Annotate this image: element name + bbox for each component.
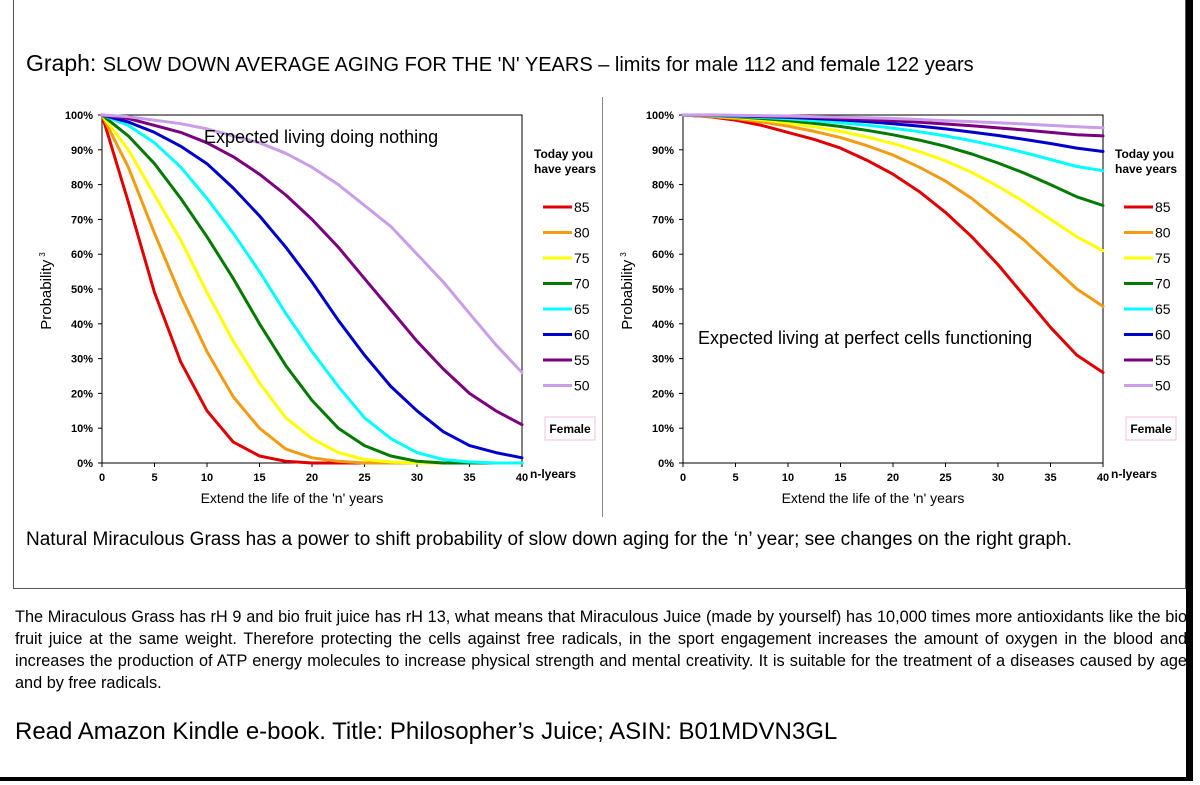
x-tick-label: 25: [358, 472, 370, 484]
legend-label-80: 80: [1155, 225, 1171, 241]
y-axis-title-sup: 3: [619, 252, 628, 257]
x-tick-label: 15: [253, 472, 265, 484]
y-tick-label: 70%: [71, 214, 93, 226]
female-badge: Female: [1130, 422, 1172, 436]
x-tick-label: 20: [887, 472, 899, 484]
x-axis-title: Extend the life of the 'n' years: [201, 490, 384, 506]
chart-svg: 0% 10% 20% 30% 40% 50% 60% 70% 80% 90% 100% 0 5 10 15 2…: [38, 110, 596, 506]
legend-label-55: 55: [574, 352, 590, 368]
legend-label-60: 60: [1155, 327, 1171, 343]
y-axis-title-sup: 3: [38, 252, 47, 257]
series-line-55: [100, 113, 524, 427]
legend-label-50: 50: [574, 378, 590, 394]
legend-label-70: 70: [574, 276, 590, 292]
x-tick-label: 30: [411, 472, 423, 484]
legend-label-65: 65: [574, 301, 590, 317]
y-tick-label: 30%: [71, 354, 93, 366]
plot-area: [682, 114, 1104, 464]
x-tick-label: 40: [516, 472, 528, 484]
legend-label-85: 85: [1155, 199, 1171, 215]
series-line-80: [681, 113, 1105, 308]
legend-title: Today you: [1115, 147, 1174, 161]
page-title: Graph: SLOW DOWN AVERAGE AGING FOR THE '…: [26, 50, 974, 77]
x-tick-label: 35: [463, 472, 475, 484]
series-line-50: [100, 113, 524, 374]
x-tick-label: 25: [939, 472, 951, 484]
y-tick-label: 50%: [71, 284, 93, 296]
legend-title: have years: [1115, 162, 1177, 176]
x-tick-label: 35: [1044, 472, 1056, 484]
chart-annotation: Expected living doing nothing: [204, 127, 438, 147]
graph-frame: [13, 0, 1186, 589]
legend-label-60: 60: [574, 327, 590, 343]
legend-label-80: 80: [574, 225, 590, 241]
y-tick-label: 90%: [652, 145, 674, 157]
y-tick-label: 100%: [646, 110, 674, 122]
x-unit-label: n-lyears: [530, 467, 576, 481]
title-prefix: Graph:: [26, 50, 97, 76]
y-tick-label: 70%: [652, 214, 674, 226]
x-tick-label: 5: [732, 472, 738, 484]
y-tick-label: 30%: [652, 354, 674, 366]
legend-title: have years: [534, 162, 596, 176]
female-badge: Female: [549, 422, 591, 436]
x-tick-label: 30: [992, 472, 1004, 484]
graph-caption: Natural Miraculous Grass has a power to …: [26, 529, 1072, 550]
description-paragraph: The Miraculous Grass has rH 9 and bio fr…: [15, 608, 1187, 692]
female-badge-box: [544, 416, 596, 441]
y-tick-label: 40%: [652, 319, 674, 331]
legend-title: Today you: [534, 147, 593, 161]
chart-doing-nothing: 0% 10% 20% 30% 40% 50% 60% 70% 80% 90% 100% 0 5 10 15 2…: [24, 97, 603, 517]
y-tick-label: 40%: [71, 319, 93, 331]
x-tick-label: 10: [201, 472, 213, 484]
y-tick-label: 10%: [71, 423, 93, 435]
y-tick-label: 0%: [77, 458, 93, 470]
title-text: SLOW DOWN AVERAGE AGING FOR THE 'N' YEAR…: [102, 54, 974, 76]
x-axis-title: Extend the life of the 'n' years: [782, 490, 965, 506]
y-tick-label: 80%: [71, 180, 93, 192]
y-tick-label: 50%: [652, 284, 674, 296]
chart-svg: 0% 10% 20% 30% 40% 50% 60% 70% 80% 90% 100% 0 5 10 15 2…: [619, 110, 1177, 506]
chart-annotation: Expected living at perfect cells functio…: [698, 328, 1032, 348]
legend-label-50: 50: [1155, 378, 1171, 394]
y-tick-label: 10%: [652, 423, 674, 435]
series-line-65: [100, 113, 524, 465]
x-tick-label: 10: [782, 472, 794, 484]
x-tick-label: 20: [306, 472, 318, 484]
x-unit-label: n-lyears: [1111, 467, 1157, 481]
y-tick-label: 60%: [71, 249, 93, 261]
legend-label-65: 65: [1155, 301, 1171, 317]
x-tick-label: 15: [834, 472, 846, 484]
y-tick-label: 60%: [652, 249, 674, 261]
series-line-60: [100, 113, 524, 460]
female-badge-box: [1125, 416, 1177, 441]
legend-label-55: 55: [1155, 352, 1171, 368]
legend-label-75: 75: [1155, 250, 1171, 266]
series-line-50: [681, 113, 1105, 130]
y-tick-label: 20%: [71, 388, 93, 400]
series-line-70: [100, 113, 524, 465]
y-tick-label: 0%: [658, 458, 674, 470]
x-tick-label: 0: [99, 472, 105, 484]
y-tick-label: 20%: [652, 388, 674, 400]
y-tick-label: 100%: [65, 110, 93, 122]
x-tick-label: 40: [1097, 472, 1109, 484]
x-tick-label: 5: [151, 472, 157, 484]
y-axis-title: Probability3: [38, 252, 55, 330]
plot-area: [101, 114, 523, 464]
legend-label-70: 70: [1155, 276, 1171, 292]
series-line-85: [681, 113, 1105, 374]
x-tick-label: 0: [680, 472, 686, 484]
y-axis-title: Probability3: [619, 252, 636, 330]
y-tick-label: 90%: [71, 145, 93, 157]
legend-label-85: 85: [574, 199, 590, 215]
read-more-text: Read Amazon Kindle e-book. Title: Philos…: [15, 718, 838, 745]
y-tick-label: 80%: [652, 180, 674, 192]
chart-perfect-cells: 0% 10% 20% 30% 40% 50% 60% 70% 80% 90% 100% 0 5 10 15 2…: [605, 97, 1183, 517]
legend-label-75: 75: [574, 250, 590, 266]
